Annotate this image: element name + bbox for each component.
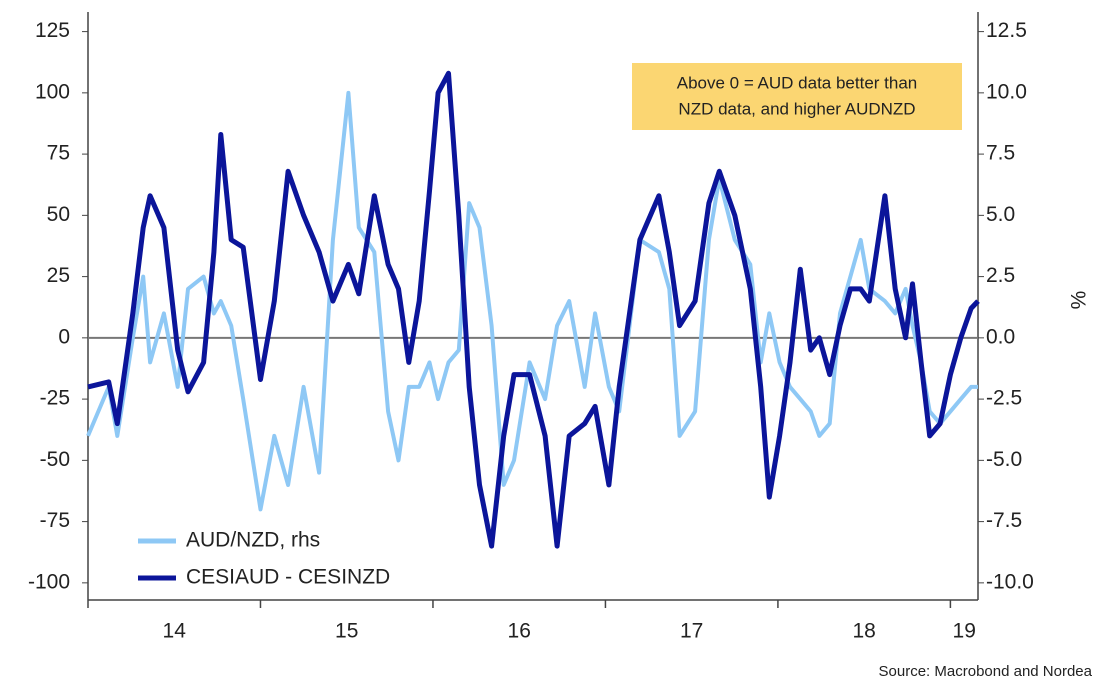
y-tick-label: -25 (40, 387, 70, 410)
y2-axis-label: % (1068, 291, 1091, 310)
y2-tick-label: 12.5 (986, 19, 1027, 42)
x-tick-label: 19 (953, 620, 976, 643)
y2-tick-label: 5.0 (986, 203, 1015, 226)
y2-tick-label: 7.5 (986, 142, 1015, 165)
y-tick-label: -100 (28, 570, 70, 593)
source: Source: Macrobond and Nordea (879, 663, 1093, 680)
x-tick-label: 17 (680, 620, 703, 643)
y-tick-label: 75 (47, 142, 70, 165)
series-line (86, 90, 978, 512)
series-line (87, 70, 980, 549)
y2-tick-label: -5.0 (986, 448, 1022, 471)
x-tick-label: 14 (163, 620, 187, 643)
annotation-box (632, 63, 962, 130)
y2-tick-label: -7.5 (986, 509, 1022, 532)
y2-tick-label: 0.0 (986, 325, 1015, 348)
y-tick-label: -75 (40, 509, 70, 532)
y-tick-label: 50 (47, 203, 70, 226)
y2-tick-label: 10.0 (986, 80, 1027, 103)
y-tick-label: 125 (35, 19, 70, 42)
y-tick-label: -50 (40, 448, 70, 471)
annotation: Above 0 = AUD data better than (677, 73, 918, 92)
legend-label: AUD/NZD, rhs (186, 529, 320, 552)
y-tick-label: 0 (58, 325, 70, 348)
y2-tick-label: 2.5 (986, 264, 1015, 287)
x-tick-label: 16 (508, 620, 531, 643)
y-tick-label: 100 (35, 80, 70, 103)
annotation: NZD data, and higher AUDNZD (678, 99, 915, 118)
y2-tick-label: -2.5 (986, 387, 1022, 410)
y-tick-label: 25 (47, 264, 70, 287)
legend-label: CESIAUD - CESINZD (186, 566, 390, 589)
x-tick-label: 18 (852, 620, 875, 643)
x-tick-label: 15 (335, 620, 358, 643)
y2-tick-label: -10.0 (986, 570, 1034, 593)
